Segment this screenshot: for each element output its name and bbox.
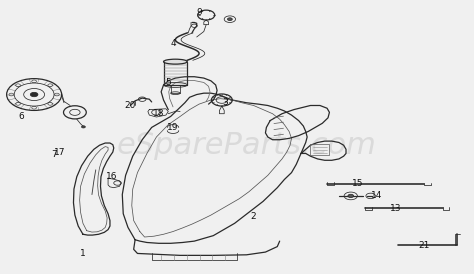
Circle shape — [82, 126, 85, 128]
Text: 20: 20 — [125, 101, 136, 110]
Text: 16: 16 — [106, 172, 117, 181]
Text: 18: 18 — [153, 109, 164, 118]
Text: 7: 7 — [52, 150, 57, 159]
Text: 15: 15 — [352, 179, 364, 188]
Text: 13: 13 — [390, 204, 401, 213]
Text: 21: 21 — [419, 241, 430, 250]
Ellipse shape — [164, 59, 187, 64]
Text: 4: 4 — [170, 39, 176, 48]
Text: 17: 17 — [54, 148, 65, 156]
Text: 3: 3 — [222, 98, 228, 107]
Circle shape — [348, 194, 354, 198]
Text: 6: 6 — [18, 112, 24, 121]
Text: 19: 19 — [167, 123, 179, 132]
Text: 1: 1 — [80, 249, 86, 258]
Circle shape — [228, 18, 232, 21]
Text: 2: 2 — [251, 212, 256, 221]
Circle shape — [30, 92, 38, 97]
Text: 5: 5 — [165, 78, 171, 87]
Text: 14: 14 — [371, 192, 383, 200]
Text: eSpareParts.com: eSpareParts.com — [117, 131, 376, 160]
Text: 9: 9 — [196, 8, 202, 17]
